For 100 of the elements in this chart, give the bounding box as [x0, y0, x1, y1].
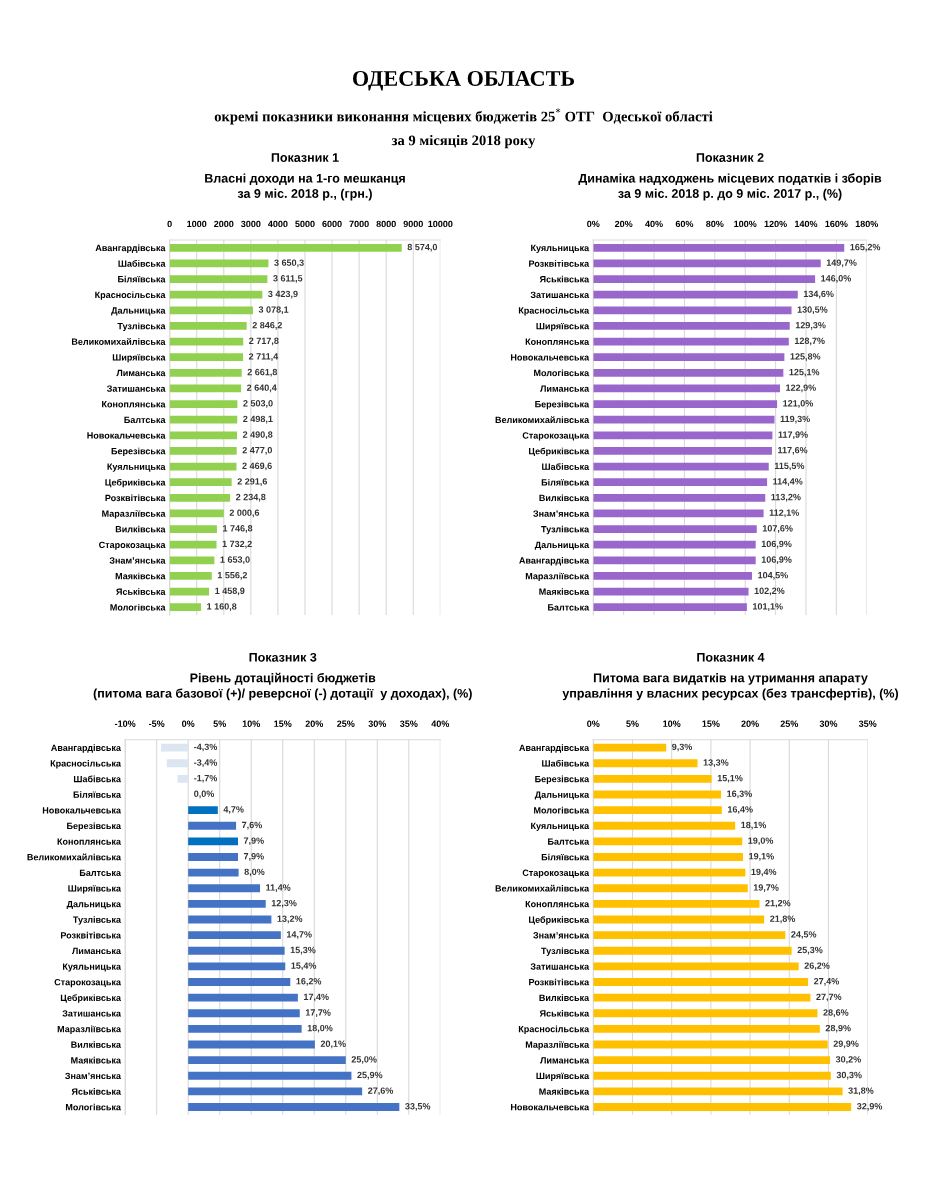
y-tick-label: Яськівська [71, 1088, 122, 1095]
data-label: 27,7% [816, 993, 842, 1002]
y-tick-label: Мологівська [534, 369, 590, 377]
y-tick-label: Великомихайлівська [71, 338, 166, 345]
data-label: 2 503,0 [243, 400, 273, 408]
y-tick-label: Біляївська [118, 275, 166, 283]
x-tick-label: 25% [337, 720, 355, 727]
data-label: 2 846,2 [252, 321, 282, 330]
bar [593, 493, 766, 502]
data-label: 30,3% [836, 1071, 862, 1080]
bar [169, 415, 238, 424]
y-tick-label: Тузлівська [541, 947, 590, 956]
data-label: -3,4% [194, 759, 218, 767]
x-tick-label: 20% [305, 720, 324, 727]
bar [593, 946, 792, 955]
data-label: 0,0% [194, 790, 215, 799]
y-tick-label: Маразліївська [525, 572, 590, 582]
data-label: 19,4% [751, 868, 777, 877]
bar [593, 400, 778, 408]
bar [593, 978, 809, 986]
y-tick-label: Мологівська [110, 603, 166, 611]
y-tick-label: Затишанська [530, 291, 590, 299]
x-tick-label: 15% [274, 720, 292, 727]
y-tick-label: Вилківська [539, 994, 590, 1001]
data-label: 11,4% [266, 884, 291, 892]
x-tick-label: 40% [645, 220, 663, 228]
y-tick-label: Вилківська [539, 494, 590, 502]
bar [169, 572, 212, 580]
x-tick-label: 25% [780, 720, 799, 727]
data-label: 21,2% [765, 899, 791, 908]
bar [593, 1024, 820, 1033]
data-label: 2 717,8 [249, 337, 279, 346]
y-tick-label: Затишанська [62, 1010, 122, 1017]
x-tick-label: 160% [825, 220, 848, 228]
x-tick-label: 0 [167, 220, 172, 228]
bar [593, 759, 698, 768]
bar [593, 431, 773, 440]
bar [188, 931, 281, 940]
x-tick-label: 1000 [187, 220, 207, 228]
data-label: 1 732,2 [222, 540, 252, 549]
data-label: 129,3% [795, 321, 826, 330]
bar [593, 478, 768, 487]
data-label: 14,7% [286, 931, 312, 939]
y-tick-label: Красносільська [95, 291, 166, 300]
y-tick-label: Маразліївська [57, 1025, 122, 1035]
data-label: 114,4% [773, 478, 803, 486]
y-tick-label: Розквітівська [60, 931, 122, 939]
bar [593, 556, 756, 565]
bar [593, 540, 756, 549]
y-tick-label: Біляївська [541, 478, 590, 486]
bar [593, 525, 757, 533]
bar [593, 806, 722, 815]
data-label: 2 640,4 [246, 384, 277, 393]
y-tick-label: Затишанська [106, 385, 166, 392]
y-tick-label: Красносільська [518, 307, 590, 316]
y-tick-label: Мологівська [534, 806, 590, 814]
bar [169, 447, 237, 455]
y-tick-label: Дальницька [66, 900, 122, 909]
text: за 9 місяців 2018 року [391, 134, 536, 149]
y-tick-label: Біляївська [541, 853, 590, 861]
bar [593, 1056, 831, 1065]
data-label: 1 653,0 [220, 556, 250, 565]
x-tick-label: 5% [213, 720, 226, 727]
bar [188, 1103, 400, 1111]
chart-title: Показник 3 [249, 652, 317, 662]
chart-title: Показник 1 [271, 153, 339, 162]
bar [177, 774, 189, 783]
x-tick-label: 4000 [268, 220, 288, 228]
data-label: 3 423,9 [268, 290, 298, 299]
data-label: 3 650,3 [274, 259, 304, 268]
y-tick-label: Коноплянська [57, 838, 122, 845]
data-label: 117,9% [778, 431, 808, 440]
data-label: 2 661,8 [247, 368, 278, 377]
data-label: 134,6% [803, 290, 834, 299]
y-tick-label: Куяльницька [62, 963, 122, 972]
bar [593, 1103, 852, 1111]
data-label: 149,7% [826, 259, 857, 268]
bar [169, 603, 202, 612]
data-label: 113,2% [771, 493, 801, 502]
bar [188, 868, 239, 877]
y-tick-label: Маяківська [539, 1088, 590, 1095]
y-tick-label: Розквітівська [105, 494, 166, 502]
x-tick-label: 140% [795, 220, 818, 228]
bar [169, 275, 268, 283]
bar [169, 540, 217, 549]
y-tick-label: Балтська [79, 869, 122, 876]
bar [188, 993, 298, 1002]
bar [593, 743, 667, 752]
bar [169, 290, 263, 299]
y-tick-label: Балтська [124, 416, 166, 424]
data-label: 115,5% [774, 462, 805, 471]
bar [169, 493, 231, 502]
y-tick-label: Ширяївська [112, 354, 166, 363]
bar [169, 400, 238, 408]
bar [169, 353, 244, 362]
y-tick-label: Яськівська [116, 588, 166, 595]
data-label: 121,0% [783, 400, 814, 408]
data-label: 165,2% [850, 243, 881, 252]
bar [188, 978, 291, 986]
data-label: 101,1% [753, 603, 783, 611]
